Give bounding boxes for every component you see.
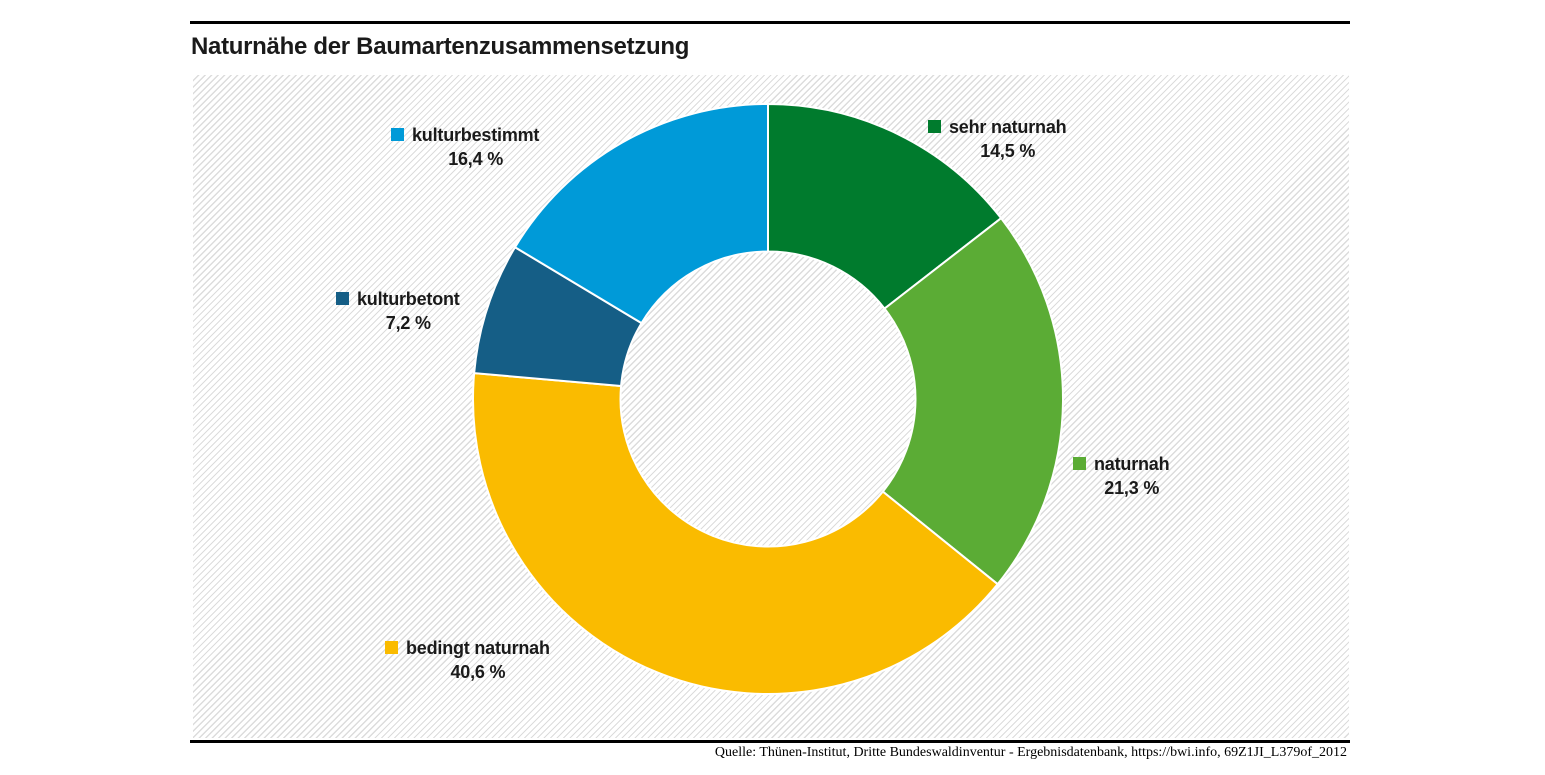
legend-swatch-icon [336, 292, 349, 305]
legend-label: sehr naturnah [949, 117, 1067, 137]
legend-label: bedingt naturnah [406, 638, 550, 658]
bottom-rule [190, 740, 1350, 743]
legend-item-sehr-naturnah: sehr naturnah 14,5 % [928, 115, 1067, 163]
legend-item-kulturbestimmt: kulturbestimmt 16,4 % [391, 123, 539, 171]
donut-segment-sehr-naturnah [767, 102, 1003, 311]
donut-segments [472, 102, 1064, 695]
legend-item-bedingt-naturnah: bedingt naturnah 40,6 % [385, 636, 550, 684]
legend-value: 21,3 % [1104, 478, 1160, 498]
legend-label: naturnah [1094, 454, 1170, 474]
donut-chart [472, 102, 1064, 695]
legend-value: 14,5 % [980, 141, 1036, 161]
legend-swatch-icon [391, 128, 404, 141]
legend-value: 40,6 % [450, 662, 506, 682]
legend-item-naturnah: naturnah 21,3 % [1073, 452, 1170, 500]
plot-area: sehr naturnah 14,5 % naturnah 21,3 % bed… [193, 75, 1349, 738]
legend-swatch-icon [385, 641, 398, 654]
donut-segment-bedingt-naturnah [472, 371, 1000, 695]
legend-label: kulturbetont [357, 289, 460, 309]
source-attribution: Quelle: Thünen-Institut, Dritte Bundeswa… [714, 745, 1347, 760]
top-rule [190, 21, 1350, 24]
legend-label: kulturbestimmt [412, 125, 540, 145]
legend-swatch-icon [928, 120, 941, 133]
donut-segment-naturnah [881, 216, 1064, 586]
legend-swatch-icon [1073, 457, 1086, 470]
legend-value: 7,2 % [385, 313, 431, 333]
legend-item-kulturbetont: kulturbetont 7,2 % [336, 287, 460, 335]
chart-title: Naturnähe der Baumartenzusammensetzung [191, 33, 690, 60]
donut-segment-kulturbestimmt [513, 102, 769, 325]
legend-value: 16,4 % [448, 149, 504, 169]
